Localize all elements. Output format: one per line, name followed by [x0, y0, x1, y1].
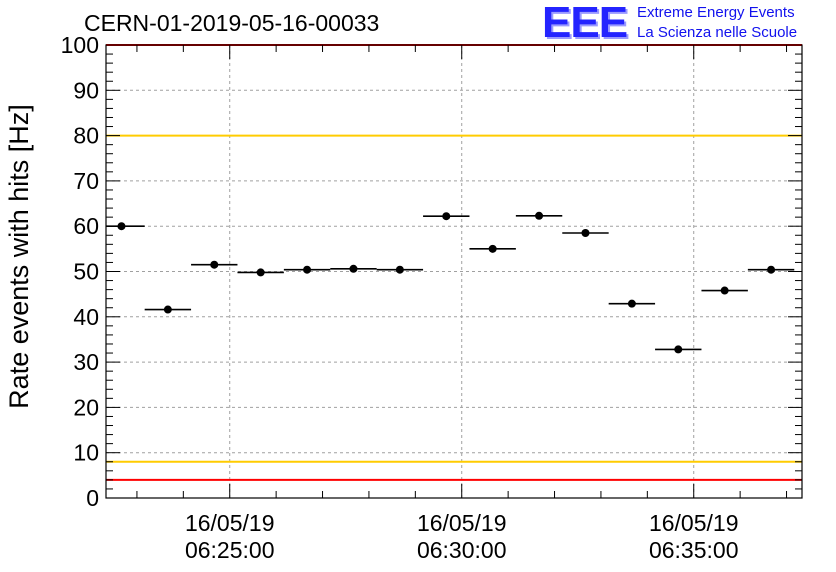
data-point-marker	[256, 268, 265, 277]
axis-ticks	[106, 44, 802, 499]
y-axis-label: Rate events with hits [Hz]	[4, 104, 34, 409]
data-point-marker	[395, 265, 404, 274]
logo-line-1: Extreme Energy Events	[637, 4, 795, 21]
data-point	[144, 305, 192, 314]
data-point-marker	[720, 286, 729, 295]
data-point-marker	[117, 222, 126, 231]
x-tick-date-label: 16/05/19	[185, 510, 275, 536]
data-point-marker	[581, 228, 590, 237]
x-tick-date-label: 16/05/19	[417, 510, 507, 536]
data-points	[106, 211, 795, 354]
data-point	[701, 286, 748, 295]
grid-layer	[106, 45, 802, 498]
y-tick-label: 100	[61, 32, 99, 58]
data-point-marker	[535, 211, 544, 220]
x-tick-time-label: 06:30:00	[417, 537, 507, 563]
data-point-marker	[627, 299, 636, 308]
y-tick-label: 40	[73, 304, 99, 330]
data-point	[655, 345, 702, 354]
data-point	[608, 299, 656, 308]
y-tick-label: 90	[73, 77, 99, 103]
y-tick-label: 50	[73, 259, 99, 285]
x-tick-date-label: 16/05/19	[649, 510, 739, 536]
x-tick-time-label: 06:35:00	[649, 537, 739, 563]
data-point	[376, 265, 424, 274]
eee-logo-mark: EEE	[542, 0, 628, 47]
data-point-marker	[303, 265, 312, 274]
data-point-marker	[349, 264, 358, 273]
data-point-marker	[488, 244, 497, 253]
logo-line-2: La Scienza nelle Scuole	[637, 24, 798, 41]
data-point	[747, 265, 795, 274]
y-tick-label: 80	[73, 123, 99, 149]
data-point	[469, 244, 516, 253]
y-tick-label: 70	[73, 168, 99, 194]
data-point	[515, 211, 563, 220]
run-title: CERN-01-2019-05-16-00033	[84, 10, 380, 36]
eee-logo: EEE Extreme Energy Events La Scienza nel…	[542, 0, 832, 47]
data-point	[330, 264, 377, 273]
y-tick-label: 0	[86, 485, 99, 511]
reference-lines	[106, 44, 802, 481]
data-point	[237, 268, 284, 277]
data-point-marker	[767, 265, 776, 274]
y-tick-label: 60	[73, 213, 99, 239]
data-point-marker	[674, 345, 683, 354]
y-tick-label: 10	[73, 440, 99, 466]
data-point	[283, 265, 331, 274]
y-tick-label: 20	[73, 394, 99, 420]
data-point	[562, 228, 609, 237]
data-point	[106, 222, 145, 231]
tick-labels: 010203040506070809010016/05/1906:25:0016…	[61, 32, 739, 563]
data-point-marker	[442, 212, 451, 221]
x-tick-time-label: 06:25:00	[185, 537, 275, 563]
data-point	[191, 260, 238, 269]
data-point-marker	[210, 260, 219, 269]
y-tick-label: 30	[73, 349, 99, 375]
data-point	[423, 212, 470, 221]
data-point-marker	[163, 305, 172, 314]
